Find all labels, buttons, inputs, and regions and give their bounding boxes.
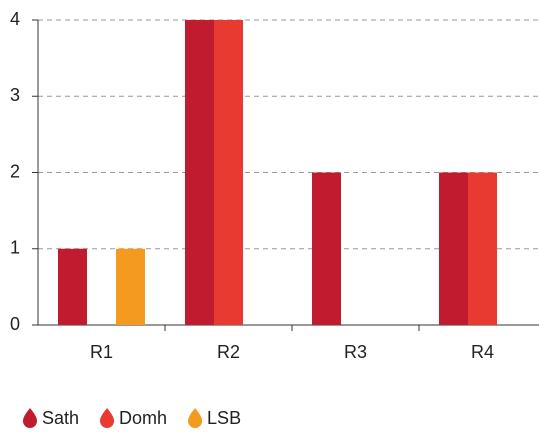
bar — [468, 172, 497, 325]
bar — [312, 172, 341, 325]
y-tick-label: 2 — [10, 161, 20, 181]
y-tick-label: 0 — [10, 314, 20, 334]
legend-label: Sath — [42, 408, 79, 428]
bar — [214, 20, 243, 325]
y-tick-label: 1 — [10, 238, 20, 258]
y-tick-label: 4 — [10, 9, 20, 29]
x-tick-label: R3 — [344, 342, 367, 362]
bar — [116, 248, 145, 325]
y-tick-label: 3 — [10, 85, 20, 105]
x-tick-label: R1 — [90, 342, 113, 362]
x-tick-label: R4 — [471, 342, 494, 362]
legend-icon — [23, 408, 37, 428]
bar — [185, 20, 214, 325]
legend-icon — [188, 408, 203, 429]
legend-label: Domh — [119, 408, 167, 428]
legend-label: LSB — [207, 408, 241, 428]
bar — [439, 172, 468, 325]
bar — [58, 248, 87, 325]
legend-icon — [100, 408, 115, 429]
x-tick-label: R2 — [217, 342, 240, 362]
